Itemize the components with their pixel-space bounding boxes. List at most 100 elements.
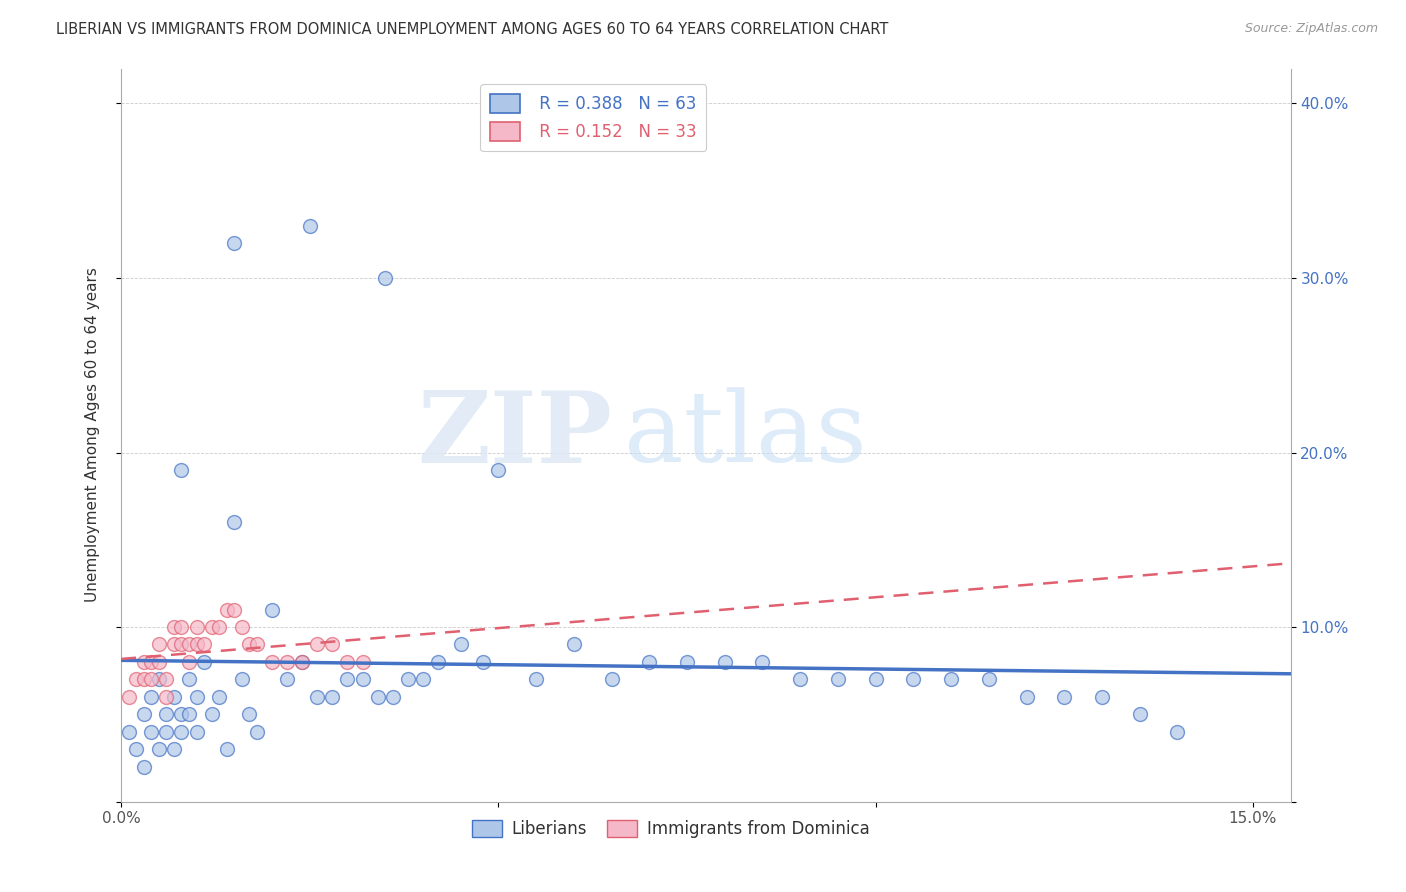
Point — [367, 690, 389, 704]
Point — [1129, 707, 1152, 722]
Point — [155, 690, 177, 704]
Point — [163, 620, 186, 634]
Point — [132, 707, 155, 722]
Point — [132, 759, 155, 773]
Text: LIBERIAN VS IMMIGRANTS FROM DOMINICA UNEMPLOYMENT AMONG AGES 60 TO 64 YEARS CORR: LIBERIAN VS IMMIGRANTS FROM DOMINICA UNE… — [56, 22, 889, 37]
Point — [201, 620, 224, 634]
Point — [562, 638, 585, 652]
Point — [132, 673, 155, 687]
Point — [186, 724, 208, 739]
Point — [713, 655, 735, 669]
Point — [307, 638, 329, 652]
Point — [215, 602, 238, 616]
Point — [118, 724, 141, 739]
Text: atlas: atlas — [624, 387, 866, 483]
Point — [132, 655, 155, 669]
Point — [224, 602, 246, 616]
Point — [231, 620, 253, 634]
Point — [208, 690, 231, 704]
Point — [193, 655, 215, 669]
Point — [155, 673, 177, 687]
Point — [141, 690, 163, 704]
Point — [224, 235, 246, 250]
Y-axis label: Unemployment Among Ages 60 to 64 years: Unemployment Among Ages 60 to 64 years — [86, 268, 100, 602]
Point — [321, 638, 343, 652]
Point — [141, 673, 163, 687]
Point — [352, 673, 374, 687]
Point — [486, 463, 509, 477]
Point — [186, 638, 208, 652]
Point — [155, 724, 177, 739]
Legend: Liberians, Immigrants from Dominica: Liberians, Immigrants from Dominica — [465, 813, 876, 845]
Point — [141, 655, 163, 669]
Point — [118, 690, 141, 704]
Point — [789, 673, 811, 687]
Point — [163, 690, 186, 704]
Text: Source: ZipAtlas.com: Source: ZipAtlas.com — [1244, 22, 1378, 36]
Point — [246, 724, 269, 739]
Point — [246, 638, 269, 652]
Point — [177, 707, 200, 722]
Point — [450, 638, 472, 652]
Point — [177, 655, 200, 669]
Point — [276, 673, 298, 687]
Point — [472, 655, 495, 669]
Point — [208, 620, 231, 634]
Point — [412, 673, 434, 687]
Point — [307, 690, 329, 704]
Point — [638, 655, 661, 669]
Point — [170, 724, 193, 739]
Point — [163, 638, 186, 652]
Point — [977, 673, 1000, 687]
Point — [141, 724, 163, 739]
Point — [336, 673, 359, 687]
Point — [276, 655, 298, 669]
Point — [827, 673, 849, 687]
Point — [321, 690, 343, 704]
Text: ZIP: ZIP — [418, 386, 612, 483]
Point — [170, 638, 193, 652]
Point — [201, 707, 224, 722]
Point — [215, 742, 238, 756]
Point — [260, 602, 283, 616]
Point — [524, 673, 547, 687]
Point — [427, 655, 450, 669]
Point — [238, 707, 260, 722]
Point — [600, 673, 623, 687]
Point — [381, 690, 404, 704]
Point — [148, 655, 170, 669]
Point — [125, 742, 148, 756]
Point — [352, 655, 374, 669]
Point — [1166, 724, 1188, 739]
Point — [298, 219, 321, 233]
Point — [751, 655, 773, 669]
Point — [163, 742, 186, 756]
Point — [676, 655, 699, 669]
Point — [224, 516, 246, 530]
Point — [148, 638, 170, 652]
Point — [291, 655, 314, 669]
Point — [125, 673, 148, 687]
Point — [939, 673, 962, 687]
Point — [170, 463, 193, 477]
Point — [1015, 690, 1038, 704]
Point — [170, 620, 193, 634]
Point — [177, 673, 200, 687]
Point — [903, 673, 925, 687]
Point — [336, 655, 359, 669]
Point — [148, 673, 170, 687]
Point — [231, 673, 253, 687]
Point — [291, 655, 314, 669]
Point — [396, 673, 419, 687]
Point — [238, 638, 260, 652]
Point — [1091, 690, 1114, 704]
Point — [186, 690, 208, 704]
Point — [177, 638, 200, 652]
Point — [155, 707, 177, 722]
Point — [374, 271, 396, 285]
Point — [865, 673, 887, 687]
Point — [1053, 690, 1076, 704]
Point — [170, 707, 193, 722]
Point — [148, 742, 170, 756]
Point — [186, 620, 208, 634]
